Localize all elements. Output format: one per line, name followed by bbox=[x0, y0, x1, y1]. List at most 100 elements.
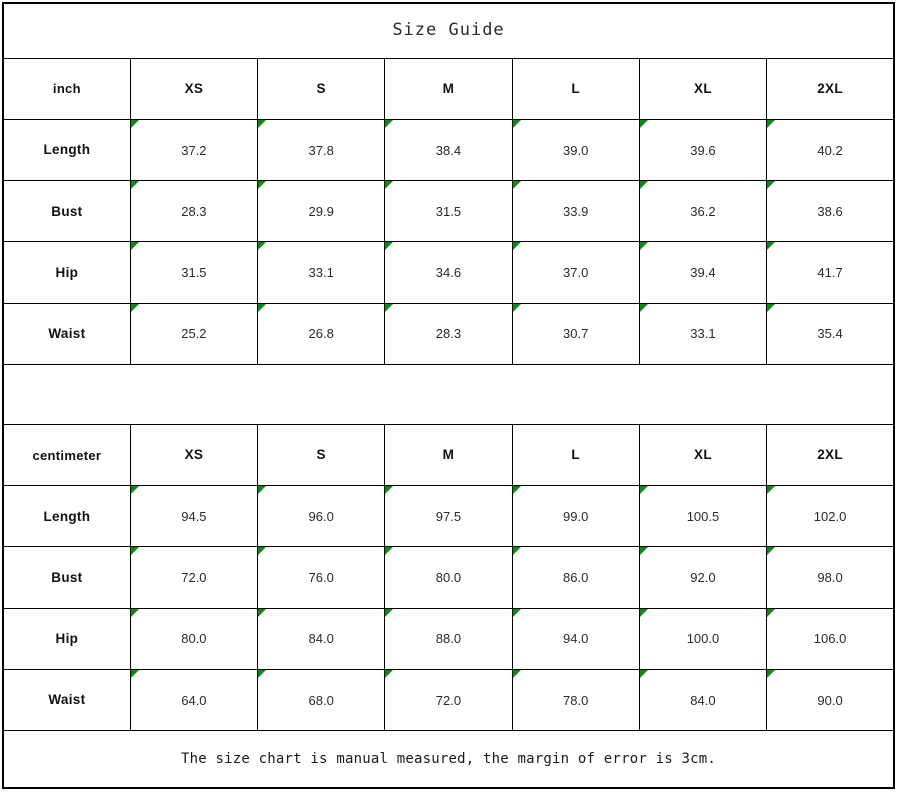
measurement-cell-length-s: 96.0 bbox=[257, 485, 386, 548]
measurement-cell-length-s: 37.8 bbox=[257, 118, 386, 182]
title-row: Size Guide bbox=[2, 2, 895, 59]
unit-header-centimeter: centimeter bbox=[2, 424, 131, 487]
measurement-cell-hip-m: 34.6 bbox=[384, 241, 513, 304]
measurement-cell-bust-s-text: 76.0 bbox=[308, 570, 334, 586]
measurement-cell-hip-s-text: 33.1 bbox=[308, 264, 334, 280]
measurement-cell-bust-m-text: 80.0 bbox=[435, 570, 462, 586]
measurement-cell-length-m-text: 38.4 bbox=[435, 142, 462, 158]
measurement-cell-bust-s-text: 29.9 bbox=[308, 203, 334, 219]
measurement-cell-hip-2xl: 106.0 bbox=[766, 607, 895, 670]
spacer-cell bbox=[2, 363, 895, 426]
measurement-cell-waist-2xl-text: 35.4 bbox=[817, 326, 843, 342]
unit-header-inch-text: inch bbox=[52, 81, 81, 97]
row-label-bust: Bust bbox=[2, 180, 131, 243]
measurement-cell-length-l-text: 39.0 bbox=[563, 142, 589, 158]
measurement-cell-waist-2xl-text: 90.0 bbox=[817, 692, 843, 708]
row-label-bust-text: Bust bbox=[51, 203, 83, 219]
measurement-cell-length-l: 99.0 bbox=[511, 485, 640, 548]
measurement-cell-bust-m-text: 31.5 bbox=[435, 203, 462, 219]
measurement-cell-bust-m: 80.0 bbox=[384, 546, 513, 609]
size-header-2XL: 2XL bbox=[766, 424, 895, 487]
size-header-XS: XS bbox=[129, 424, 259, 487]
row-label-bust: Bust bbox=[2, 546, 131, 609]
size-header-L: L bbox=[511, 424, 640, 487]
measurement-cell-hip-2xl: 41.7 bbox=[766, 241, 895, 304]
table-row: Length 37.2 37.8 38.4 39.0 39.6 40.2 bbox=[2, 118, 895, 182]
measurement-cell-waist-m-text: 72.0 bbox=[435, 692, 462, 708]
measurement-cell-waist-s: 68.0 bbox=[257, 668, 386, 732]
measurement-cell-waist-2xl: 35.4 bbox=[766, 302, 895, 365]
size-header-S-text: S bbox=[316, 81, 326, 97]
size-header-XS-text: XS bbox=[184, 81, 204, 97]
measurement-cell-length-xs: 37.2 bbox=[129, 118, 259, 182]
size-header-XS: XS bbox=[129, 57, 259, 120]
measurement-cell-waist-2xl: 90.0 bbox=[766, 668, 895, 732]
measurement-cell-hip-2xl-text: 41.7 bbox=[817, 264, 843, 280]
measurement-cell-bust-xs-text: 72.0 bbox=[181, 570, 207, 586]
measurement-cell-waist-xs-text: 25.2 bbox=[181, 326, 207, 342]
measurement-cell-length-2xl: 40.2 bbox=[766, 118, 895, 182]
page-title: Size Guide bbox=[2, 2, 895, 59]
page-title-text: Size Guide bbox=[392, 20, 505, 41]
measurement-cell-waist-xl-text: 33.1 bbox=[690, 326, 716, 342]
measurement-cell-waist-xs: 64.0 bbox=[129, 668, 259, 732]
measurement-cell-length-xs-text: 94.5 bbox=[181, 508, 207, 524]
measurement-cell-hip-l: 94.0 bbox=[511, 607, 640, 670]
measurement-cell-waist-m-text: 28.3 bbox=[435, 326, 462, 342]
measurement-cell-waist-s-text: 68.0 bbox=[308, 692, 334, 708]
table-row: Waist 64.0 68.0 72.0 78.0 84.0 90.0 bbox=[2, 668, 895, 732]
measurement-cell-length-2xl: 102.0 bbox=[766, 485, 895, 548]
header-row-inch: inch XS S M L XL 2XL bbox=[2, 57, 895, 120]
row-label-hip-text: Hip bbox=[55, 264, 79, 280]
measurement-cell-hip-l-text: 37.0 bbox=[563, 264, 589, 280]
measurement-cell-length-l-text: 99.0 bbox=[563, 508, 589, 524]
size-header-XL-text: XL bbox=[694, 81, 712, 97]
size-header-M: M bbox=[384, 424, 513, 487]
measurement-cell-length-xl: 100.5 bbox=[638, 485, 768, 548]
size-header-XL-text: XL bbox=[694, 447, 712, 463]
measurement-cell-waist-s-text: 26.8 bbox=[308, 326, 334, 342]
measurement-cell-waist-l: 30.7 bbox=[511, 302, 640, 365]
measurement-cell-length-xs: 94.5 bbox=[129, 485, 259, 548]
measurement-cell-hip-s: 33.1 bbox=[257, 241, 386, 304]
measurement-cell-length-xs-text: 37.2 bbox=[181, 142, 207, 158]
row-label-bust-text: Bust bbox=[51, 569, 83, 585]
size-header-L: L bbox=[511, 57, 640, 120]
measurement-cell-length-2xl-text: 40.2 bbox=[817, 142, 843, 158]
measurement-cell-waist-xs: 25.2 bbox=[129, 302, 259, 365]
measurement-cell-hip-s-text: 84.0 bbox=[308, 631, 334, 647]
measurement-cell-bust-xl: 36.2 bbox=[638, 180, 768, 243]
measurement-cell-hip-xl: 39.4 bbox=[638, 241, 768, 304]
table-row: Length 94.5 96.0 97.5 99.0 100.5 102.0 bbox=[2, 485, 895, 548]
measurement-cell-hip-s: 84.0 bbox=[257, 607, 386, 670]
measurement-cell-hip-l: 37.0 bbox=[511, 241, 640, 304]
size-header-2XL: 2XL bbox=[766, 57, 895, 120]
measurement-cell-hip-2xl-text: 106.0 bbox=[813, 631, 847, 647]
measurement-cell-bust-l-text: 33.9 bbox=[563, 203, 589, 219]
measurement-cell-waist-m: 28.3 bbox=[384, 302, 513, 365]
measurement-cell-length-xl-text: 39.6 bbox=[690, 142, 716, 158]
measurement-cell-bust-xs: 72.0 bbox=[129, 546, 259, 609]
measurement-cell-bust-s: 76.0 bbox=[257, 546, 386, 609]
footer-row: The size chart is manual measured, the m… bbox=[2, 730, 895, 789]
row-label-waist-text: Waist bbox=[48, 325, 86, 341]
row-label-length: Length bbox=[2, 118, 131, 182]
measurement-cell-bust-2xl-text: 38.6 bbox=[817, 203, 843, 219]
measurement-cell-bust-l: 33.9 bbox=[511, 180, 640, 243]
measurement-cell-length-s-text: 37.8 bbox=[308, 142, 334, 158]
measurement-cell-waist-xl: 84.0 bbox=[638, 668, 768, 732]
measurement-cell-bust-s: 29.9 bbox=[257, 180, 386, 243]
size-header-S-text: S bbox=[316, 447, 326, 463]
measurement-cell-waist-l-text: 30.7 bbox=[563, 326, 589, 342]
measurement-cell-bust-xl: 92.0 bbox=[638, 546, 768, 609]
measurement-cell-hip-m: 88.0 bbox=[384, 607, 513, 670]
measurement-cell-hip-xs-text: 31.5 bbox=[181, 264, 207, 280]
measurement-cell-hip-xs: 31.5 bbox=[129, 241, 259, 304]
size-header-M-text: M bbox=[442, 447, 455, 463]
row-label-hip-text: Hip bbox=[55, 631, 79, 647]
unit-header-centimeter-text: centimeter bbox=[32, 447, 102, 463]
size-header-2XL-text: 2XL bbox=[817, 81, 843, 97]
measurement-cell-hip-m-text: 88.0 bbox=[435, 631, 462, 647]
table-row: Bust 72.0 76.0 80.0 86.0 92.0 98.0 bbox=[2, 546, 895, 609]
